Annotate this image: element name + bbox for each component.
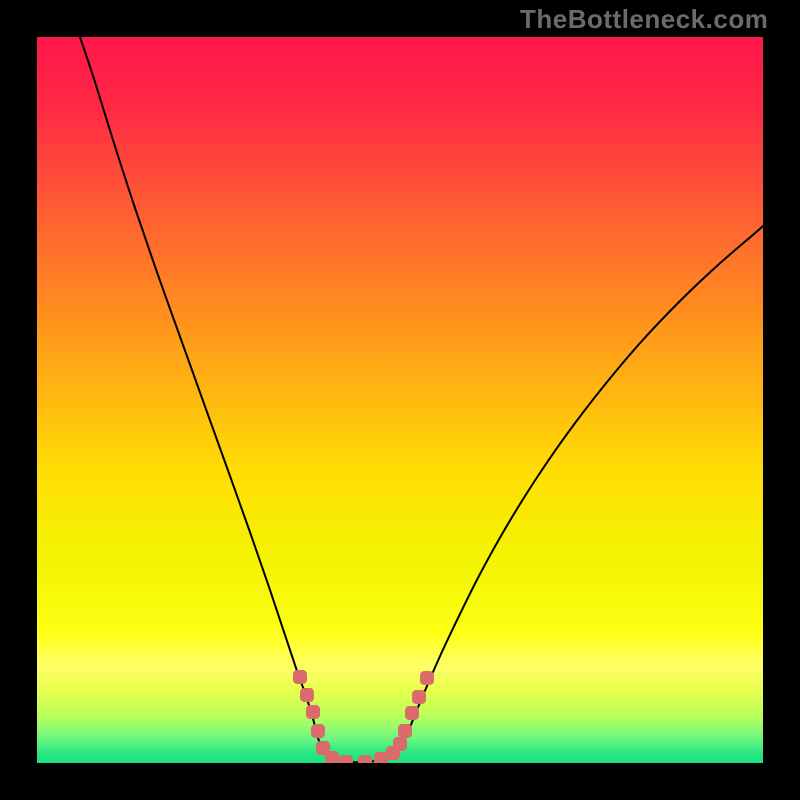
marker-point	[393, 737, 407, 751]
marker-point	[398, 724, 412, 738]
marker-point	[300, 688, 314, 702]
bottleneck-chart	[0, 0, 800, 800]
marker-point	[306, 705, 320, 719]
marker-point	[412, 690, 426, 704]
watermark-text: TheBottleneck.com	[520, 4, 768, 35]
marker-point	[293, 670, 307, 684]
marker-point	[325, 751, 339, 765]
marker-point	[311, 724, 325, 738]
marker-point	[420, 671, 434, 685]
marker-point	[405, 706, 419, 720]
gradient-background	[37, 37, 763, 763]
